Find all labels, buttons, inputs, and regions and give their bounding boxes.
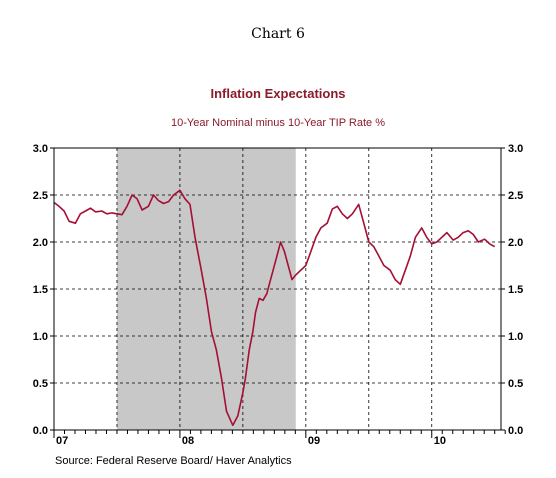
- y-tick-label-right: 0.0: [508, 425, 523, 437]
- y-tick-label-right: 2.0: [508, 237, 523, 249]
- y-tick-label-right: 0.5: [508, 378, 523, 390]
- y-axis-left: 0.0 0.5 1.0 1.5 2.0 2.5 3.0: [33, 143, 54, 437]
- source-note: Source: Federal Reserve Board/ Haver Ana…: [55, 455, 292, 467]
- x-axis: 07 08 09 10: [53, 430, 506, 447]
- x-tick-label: 09: [308, 435, 320, 447]
- x-tick-label: 07: [56, 435, 68, 447]
- y-tick-label-left: 3.0: [33, 143, 48, 155]
- series-line: [53, 189, 496, 427]
- y-tick-label-right: 3.0: [508, 143, 523, 155]
- y-tick-label-left: 1.5: [33, 284, 48, 296]
- y-axis-right: 0.0 0.5 1.0 1.5 2.0 2.5 3.0: [501, 143, 523, 437]
- x-tick-label: 08: [182, 435, 194, 447]
- chart-title: Inflation Expectations: [210, 86, 345, 101]
- y-tick-label-left: 0.0: [33, 425, 48, 437]
- x-tick-label: 10: [434, 435, 446, 447]
- y-tick-label-right: 2.5: [508, 190, 523, 202]
- grid-lines: [54, 194, 501, 384]
- y-tick-label-left: 0.5: [33, 378, 48, 390]
- y-tick-label-left: 1.0: [33, 331, 48, 343]
- y-tick-label-left: 2.5: [33, 190, 48, 202]
- chart-number: Chart 6: [251, 26, 305, 42]
- y-tick-label-left: 2.0: [33, 237, 48, 249]
- year-divider-lines: [116, 148, 433, 430]
- y-tick-label-right: 1.5: [508, 284, 523, 296]
- chart-subtitle: 10-Year Nominal minus 10-Year TIP Rate %: [171, 117, 385, 129]
- y-tick-label-right: 1.0: [508, 331, 523, 343]
